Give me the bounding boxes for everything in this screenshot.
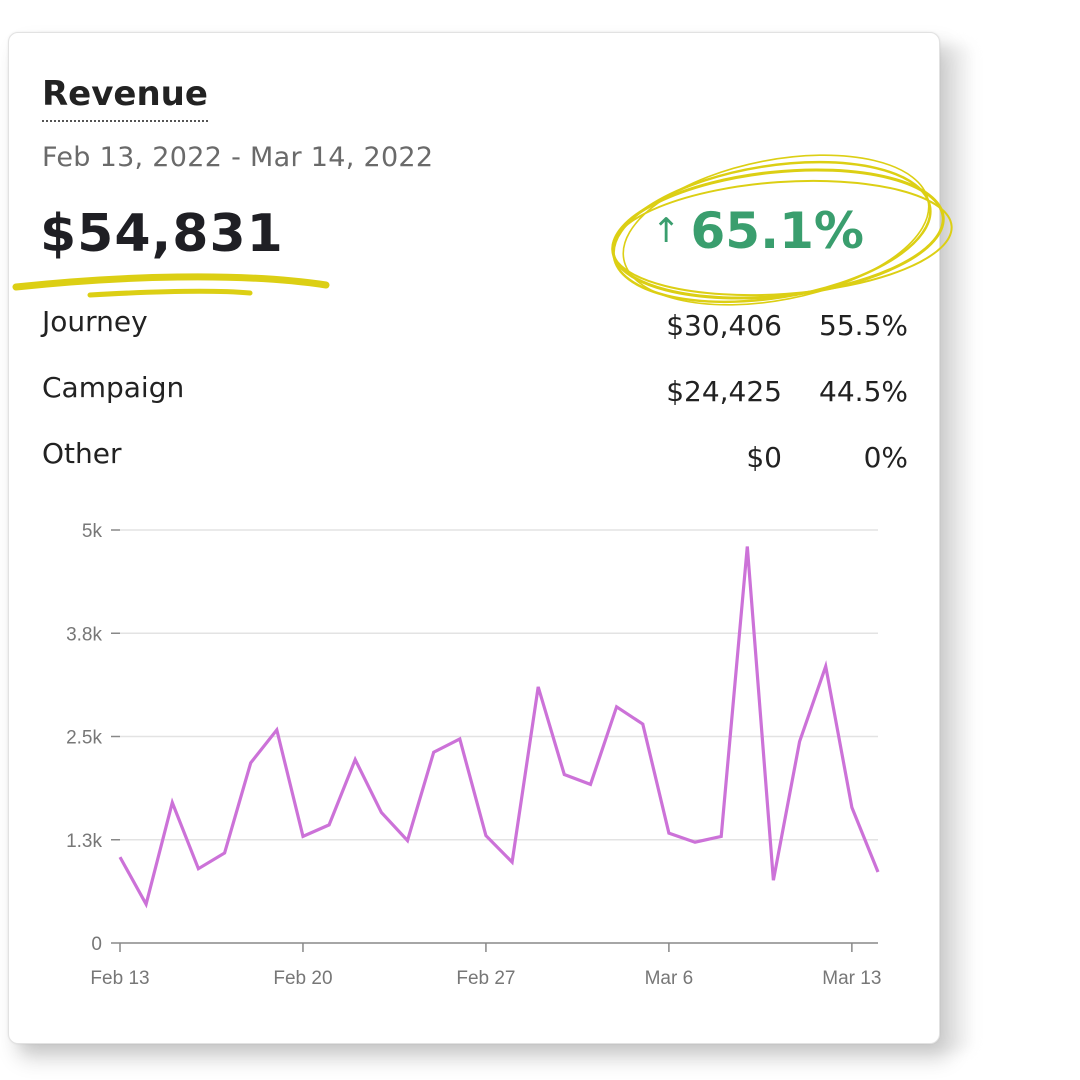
data-point [222, 850, 228, 856]
data-point [300, 833, 306, 839]
data-point [143, 901, 149, 907]
y-tick-label: 0 [91, 934, 102, 955]
breakdown-amount-other: $0 [746, 441, 782, 474]
data-point [378, 809, 384, 815]
y-tick-label: 2.5k [66, 728, 102, 749]
data-point [718, 833, 724, 839]
data-point [640, 721, 646, 727]
data-point [195, 866, 201, 872]
x-tick-label: Mar 6 [645, 968, 694, 989]
data-point [509, 859, 515, 865]
data-point [248, 760, 254, 766]
data-point [483, 833, 489, 839]
x-tick-label: Feb 20 [273, 968, 332, 989]
data-point [117, 854, 123, 860]
data-point [169, 800, 175, 806]
total-revenue: $54,831 [40, 204, 284, 264]
breakdown-label-other: Other [42, 437, 122, 470]
data-point [875, 869, 881, 875]
data-point [770, 877, 776, 883]
x-tick-label: Feb 13 [90, 968, 149, 989]
data-point [274, 727, 280, 733]
data-point [614, 704, 620, 710]
data-point [326, 822, 332, 828]
data-point [797, 738, 803, 744]
date-range: Feb 13, 2022 - Mar 14, 2022 [42, 142, 434, 173]
data-point [535, 684, 541, 690]
breakdown-amount-journey: $30,406 [666, 309, 782, 342]
data-point [823, 663, 829, 669]
data-point [692, 839, 698, 845]
breakdown-label-campaign: Campaign [42, 371, 185, 404]
y-tick-label: 1.3k [66, 831, 102, 852]
breakdown-amount-campaign: $24,425 [666, 375, 782, 408]
breakdown-label-journey: Journey [42, 305, 148, 338]
y-tick-label: 3.8k [66, 624, 102, 645]
breakdown-percent-campaign: 44.5% [819, 375, 908, 408]
data-point [457, 736, 463, 742]
breakdown-percent-other: 0% [863, 441, 908, 474]
data-point [744, 544, 750, 550]
y-tick-label: 5k [82, 521, 103, 542]
data-point [431, 749, 437, 755]
data-point [352, 757, 358, 763]
breakdown-percent-journey: 55.5% [819, 309, 908, 342]
data-point [666, 830, 672, 836]
x-tick-label: Feb 27 [456, 968, 515, 989]
data-point [561, 771, 567, 777]
data-point [587, 781, 593, 787]
data-point [849, 805, 855, 811]
card-title[interactable]: Revenue [42, 74, 208, 122]
revenue-series-line [118, 546, 880, 909]
x-tick-label: Mar 13 [822, 968, 881, 989]
data-point [405, 838, 411, 844]
